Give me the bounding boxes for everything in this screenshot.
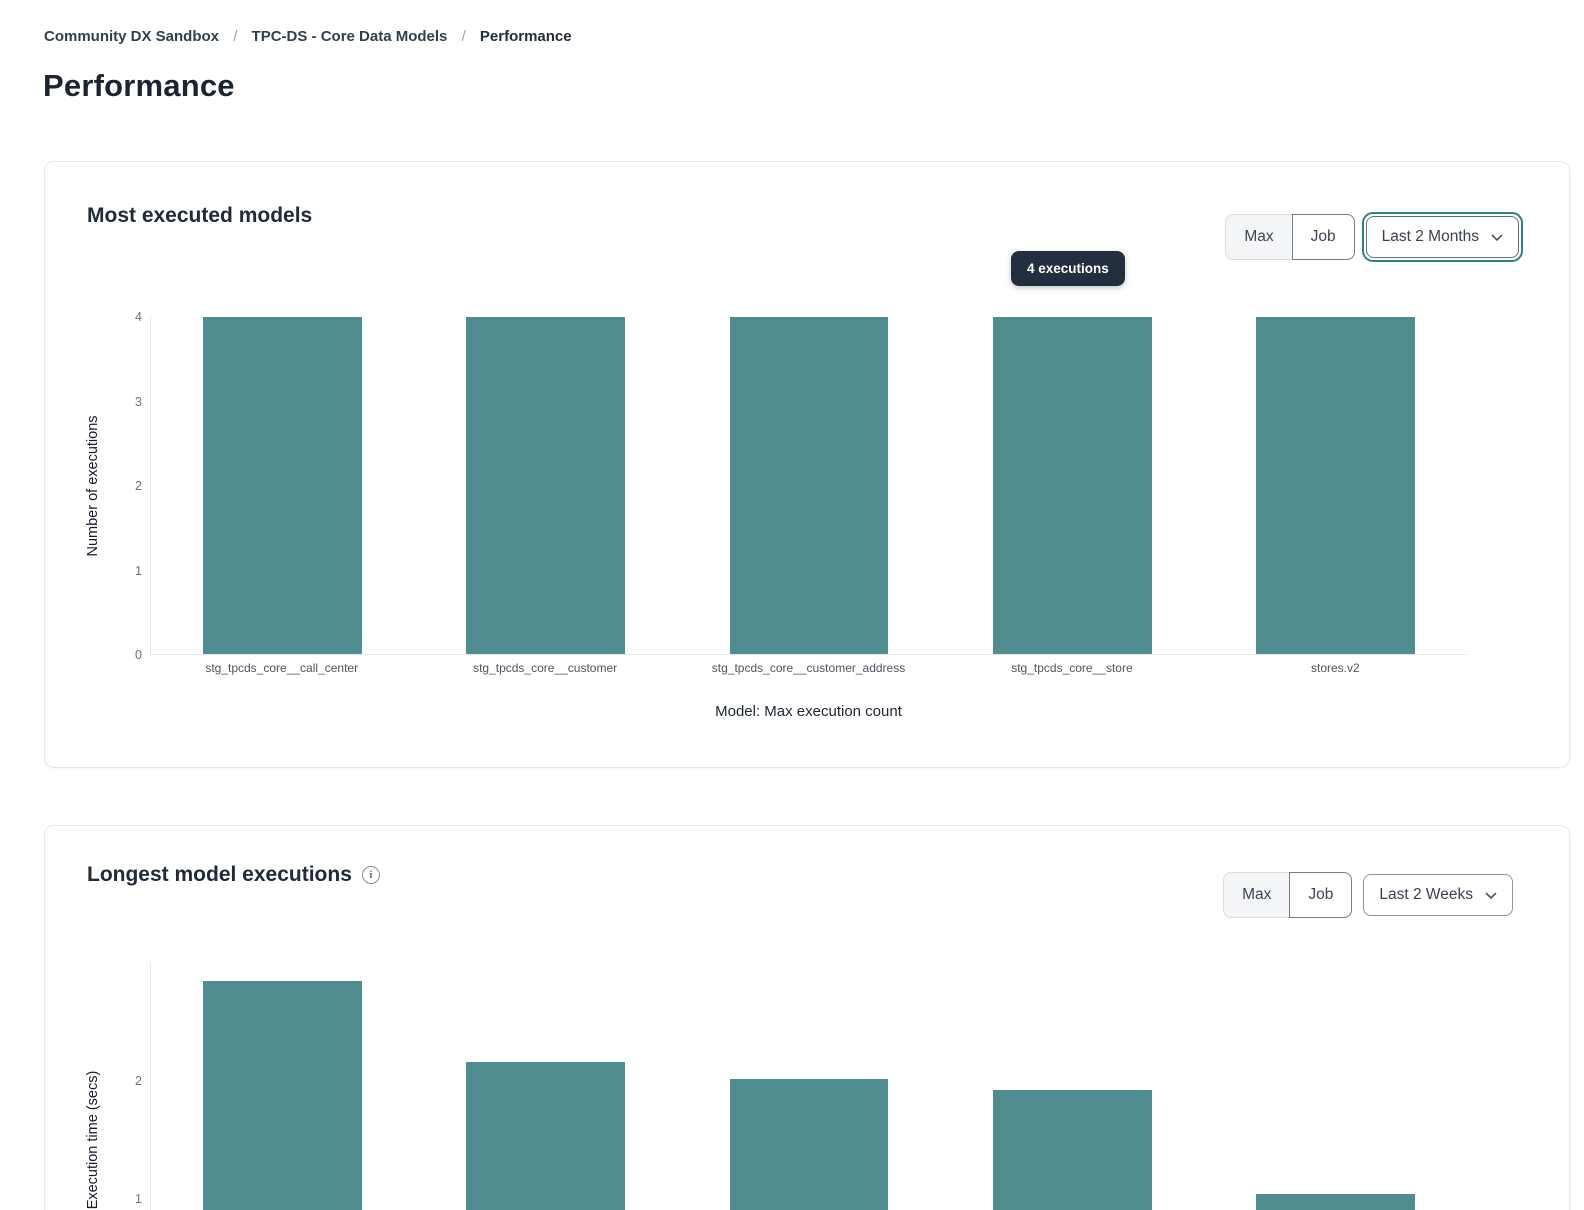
breadcrumb-item-project[interactable]: Community DX Sandbox [44, 28, 220, 45]
bar-band [414, 317, 677, 654]
chart-bar-1[interactable] [466, 317, 626, 654]
y-tick-label: 2 [135, 479, 142, 493]
x-tick-label: stg_tpcds_core__customer [473, 661, 618, 675]
y-tick-label: 1 [135, 563, 142, 578]
date-range-value: Last 2 Weeks [1379, 886, 1473, 903]
x-tick-label: stores.v2 [1310, 661, 1360, 675]
chevron-down-icon [1485, 892, 1497, 900]
date-range-select[interactable]: Last 2 Weeks [1363, 874, 1513, 916]
card-title-text: Longest model executions [87, 863, 352, 886]
info-icon[interactable]: i [361, 866, 380, 884]
x-axis-label: Model: Max execution count [715, 703, 902, 720]
chart-controls: Max Job Last 2 Weeks [1223, 870, 1517, 920]
chart-tooltip: 4 executions [1011, 251, 1125, 286]
bar-band [677, 963, 940, 1210]
breadcrumb-separator: / [461, 28, 466, 45]
most-executed-models-card: Most executed models Max Job Last 2 Mont… [44, 161, 1570, 768]
y-tick-label: 1 [135, 1192, 142, 1206]
bar-band [414, 963, 677, 1210]
longest-model-executions-card: Longest model executions i Max Job Last … [44, 825, 1570, 1210]
y-tick-label: 4 [135, 310, 142, 324]
x-axis-ticks: stg_tpcds_core__call_center stg_tpcds_cor… [150, 661, 1467, 675]
y-tick-label: 3 [135, 394, 142, 409]
y-tick-label: 2 [135, 1074, 142, 1088]
chart-controls: Max Job Last 2 Months [1225, 212, 1523, 262]
x-tick-label: stg_tpcds_core__call_center [205, 661, 359, 675]
bar-chart-plot-most-executed [150, 317, 1467, 655]
job-toggle-button[interactable]: Job [1291, 214, 1355, 260]
y-axis-ticks: 0 1 2 3 4 [106, 310, 142, 662]
breadcrumb-item-environment[interactable]: TPC-DS - Core Data Models [251, 28, 448, 45]
chart-bar-3[interactable] [992, 1090, 1152, 1210]
breadcrumb: Community DX Sandbox / TPC-DS - Core Dat… [44, 28, 572, 45]
date-range-select-wrapper: Last 2 Months [1361, 212, 1523, 262]
breadcrumb-item-current: Performance [479, 28, 572, 45]
aggregate-toggle: Max Job [1223, 872, 1353, 918]
aggregate-toggle: Max Job [1225, 214, 1355, 260]
chart-bar-2[interactable] [729, 317, 889, 654]
bar-band [1204, 963, 1467, 1210]
chart-bar-2[interactable] [729, 1078, 889, 1210]
bar-chart-plot-longest-executions [150, 963, 1467, 1210]
bar-band [151, 317, 414, 654]
bar-band [941, 317, 1204, 654]
chevron-down-icon [1491, 234, 1503, 242]
chart-bar-4[interactable] [1256, 1194, 1415, 1210]
bar-band [941, 963, 1204, 1210]
x-tick-label: stg_tpcds_core__customer_address [711, 661, 906, 675]
card-title-most-executed: Most executed models [87, 204, 312, 228]
y-tick-label: 0 [135, 648, 142, 662]
page-title: Performance [43, 68, 235, 103]
bar-band [677, 317, 940, 654]
date-range-select[interactable]: Last 2 Months [1365, 216, 1519, 258]
chart-bar-3[interactable] [992, 317, 1152, 654]
date-range-select-wrapper: Last 2 Weeks [1359, 870, 1517, 920]
date-range-value: Last 2 Months [1381, 228, 1479, 245]
y-axis-label: Execution time (secs) [85, 1070, 101, 1210]
chart-bar-4[interactable] [1256, 317, 1415, 654]
max-toggle-button[interactable]: Max [1225, 214, 1293, 260]
card-title-longest-executions: Longest model executions i [87, 863, 380, 887]
breadcrumb-separator: / [233, 28, 238, 45]
job-toggle-button[interactable]: Job [1289, 872, 1353, 918]
y-axis-label: Number of executions [85, 415, 101, 557]
chart-bar-0[interactable] [203, 980, 362, 1210]
bar-band [151, 963, 414, 1210]
chart-bar-0[interactable] [203, 317, 362, 654]
max-toggle-button[interactable]: Max [1223, 872, 1291, 918]
card-title-text: Most executed models [87, 204, 313, 227]
chart-bar-1[interactable] [466, 1062, 626, 1210]
bar-band [1204, 317, 1467, 654]
x-tick-label: stg_tpcds_core__store [1011, 661, 1133, 675]
